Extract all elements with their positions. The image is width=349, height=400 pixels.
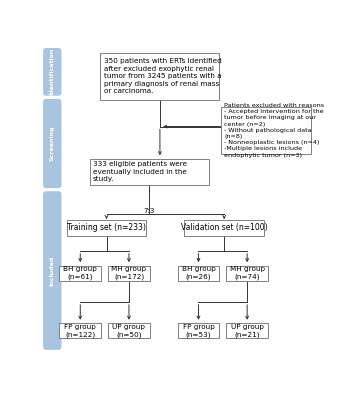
FancyBboxPatch shape — [43, 48, 61, 96]
Text: UP group
(n=50): UP group (n=50) — [112, 324, 146, 338]
FancyBboxPatch shape — [178, 266, 220, 280]
Text: 350 patients with ERTs identified
after excluded exophytic renal
tumor from 3245: 350 patients with ERTs identified after … — [104, 58, 221, 94]
Text: 7:3: 7:3 — [143, 208, 155, 214]
FancyBboxPatch shape — [178, 323, 220, 338]
FancyBboxPatch shape — [226, 323, 268, 338]
Text: Validation set (n=100): Validation set (n=100) — [181, 223, 267, 232]
Text: Training set (n=233): Training set (n=233) — [67, 223, 146, 232]
FancyBboxPatch shape — [43, 99, 61, 188]
Text: FP group
(n=53): FP group (n=53) — [183, 324, 214, 338]
FancyBboxPatch shape — [67, 220, 147, 236]
FancyBboxPatch shape — [43, 191, 61, 350]
FancyBboxPatch shape — [221, 106, 311, 154]
Text: Identification: Identification — [50, 48, 55, 96]
FancyBboxPatch shape — [108, 266, 150, 280]
FancyBboxPatch shape — [226, 266, 268, 280]
Text: BH group
(n=26): BH group (n=26) — [181, 266, 215, 280]
Text: Screening: Screening — [50, 126, 55, 161]
Text: Included: Included — [50, 256, 55, 286]
Text: UP group
(n=21): UP group (n=21) — [231, 324, 263, 338]
FancyBboxPatch shape — [90, 159, 209, 185]
Text: MH group
(n=172): MH group (n=172) — [111, 266, 147, 280]
FancyBboxPatch shape — [59, 266, 101, 280]
FancyBboxPatch shape — [101, 53, 220, 100]
Text: BH group
(n=61): BH group (n=61) — [63, 266, 97, 280]
FancyBboxPatch shape — [184, 220, 264, 236]
FancyBboxPatch shape — [59, 323, 101, 338]
Text: Patients excluded with reasons
- Accepted intervention for the
tumor before imag: Patients excluded with reasons - Accepte… — [224, 103, 324, 158]
Text: 333 eligible patients were
eventually included in the
study.: 333 eligible patients were eventually in… — [93, 162, 187, 182]
FancyBboxPatch shape — [108, 323, 150, 338]
Text: MH group
(n=74): MH group (n=74) — [230, 266, 265, 280]
Text: FP group
(n=122): FP group (n=122) — [64, 324, 96, 338]
